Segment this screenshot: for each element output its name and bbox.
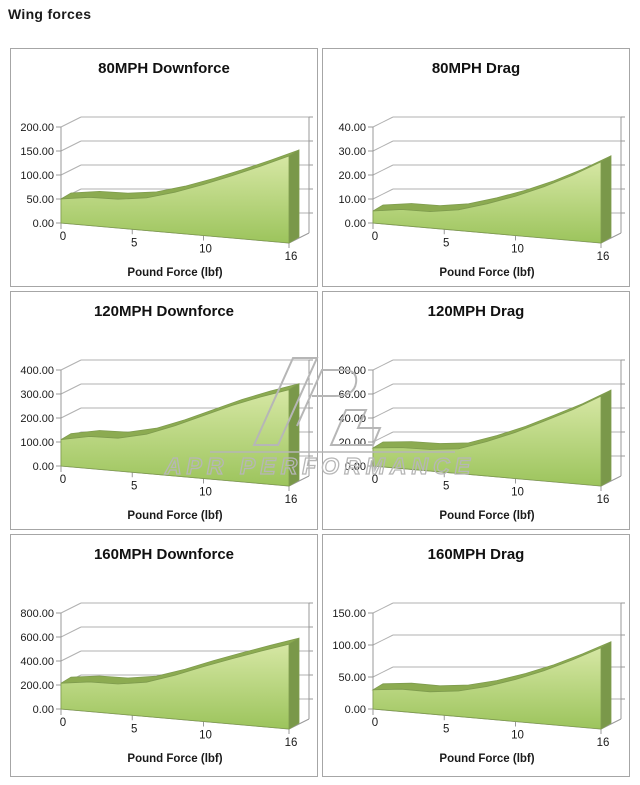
svg-text:10: 10 [199, 244, 212, 256]
svg-text:0.00: 0.00 [345, 704, 366, 716]
svg-text:5: 5 [443, 480, 449, 492]
svg-text:400.00: 400.00 [20, 365, 54, 377]
chart-title: 80MPH Drag [431, 60, 521, 77]
svg-text:20.00: 20.00 [338, 170, 366, 182]
svg-text:400.00: 400.00 [20, 656, 54, 668]
svg-text:100.00: 100.00 [332, 640, 366, 652]
svg-text:300.00: 300.00 [20, 389, 54, 401]
svg-text:80.00: 80.00 [338, 365, 366, 377]
svg-text:5: 5 [131, 480, 137, 492]
svg-text:10: 10 [199, 487, 212, 499]
svg-text:10: 10 [511, 487, 524, 499]
area-chart-80mph-downforce: 0.00 50.00 100.00 150.00 200.00 0 5 10 16 Pound F… [20, 116, 313, 279]
chart-title: 160MPH Drag [427, 546, 525, 563]
svg-text:150.00: 150.00 [20, 146, 54, 158]
svg-text:Pound Force (lbf): Pound Force (lbf) [439, 510, 534, 522]
chart-title: 120MPH Downforce [93, 303, 235, 320]
svg-text:0.00: 0.00 [33, 461, 54, 473]
svg-text:60.00: 60.00 [338, 389, 366, 401]
chart-panel-160mph-downforce: 160MPH Downforce 0.00 200.00 400.00 600.00 8… [10, 534, 318, 777]
svg-text:20.00: 20.00 [338, 437, 366, 449]
page-title: Wing forces [8, 6, 92, 22]
svg-text:5: 5 [443, 723, 449, 735]
chart-grid: 80MPH Downforce 0.00 50.00 100.00 150.00 200… [10, 48, 630, 777]
svg-text:800.00: 800.00 [20, 608, 54, 620]
chart-title: 120MPH Drag [427, 303, 525, 320]
svg-text:16: 16 [597, 737, 610, 749]
svg-text:50.00: 50.00 [26, 194, 54, 206]
svg-text:16: 16 [597, 494, 610, 506]
chart-title: 80MPH Downforce [98, 60, 230, 77]
chart-panel-80mph-downforce: 80MPH Downforce 0.00 50.00 100.00 150.00 200… [10, 48, 318, 287]
svg-text:16: 16 [285, 251, 298, 263]
svg-text:100.00: 100.00 [20, 170, 54, 182]
svg-text:0: 0 [60, 231, 66, 243]
area-chart-120mph-downforce: 0.00 100.00 200.00 300.00 400.00 0 5 10 16 Pound … [20, 359, 313, 522]
svg-text:200.00: 200.00 [20, 413, 54, 425]
svg-text:5: 5 [443, 237, 449, 249]
svg-text:16: 16 [597, 251, 610, 263]
svg-text:5: 5 [131, 723, 137, 735]
svg-text:600.00: 600.00 [20, 632, 54, 644]
svg-text:16: 16 [285, 494, 298, 506]
svg-text:16: 16 [285, 737, 298, 749]
svg-text:0: 0 [60, 474, 66, 486]
svg-text:0: 0 [372, 717, 378, 729]
svg-text:10.00: 10.00 [338, 194, 366, 206]
svg-text:0: 0 [60, 717, 66, 729]
area-chart-160mph-drag: 0.00 50.00 100.00 150.00 0 5 10 16 Pound Force (… [332, 602, 625, 765]
chart-panel-120mph-drag: 120MPH Drag 0.00 20.00 40.00 60.00 80.00 0 5 10… [322, 291, 630, 530]
svg-text:Pound Force (lbf): Pound Force (lbf) [127, 267, 222, 279]
svg-text:0.00: 0.00 [33, 704, 54, 716]
svg-text:0: 0 [372, 231, 378, 243]
svg-text:200.00: 200.00 [20, 680, 54, 692]
svg-text:0.00: 0.00 [345, 461, 366, 473]
svg-text:10: 10 [511, 730, 524, 742]
svg-text:100.00: 100.00 [20, 437, 54, 449]
svg-text:10: 10 [511, 244, 524, 256]
chart-panel-160mph-drag: 160MPH Drag 0.00 50.00 100.00 150.00 0 5 10 16 P… [322, 534, 630, 777]
svg-text:0: 0 [372, 474, 378, 486]
svg-text:Pound Force (lbf): Pound Force (lbf) [439, 267, 534, 279]
chart-panel-80mph-drag: 80MPH Drag 0.00 10.00 20.00 30.00 40.00 0 5 10 1… [322, 48, 630, 287]
svg-text:200.00: 200.00 [20, 122, 54, 134]
svg-text:Pound Force (lbf): Pound Force (lbf) [439, 753, 534, 765]
svg-text:0.00: 0.00 [345, 218, 366, 230]
svg-text:5: 5 [131, 237, 137, 249]
area-chart-120mph-drag: 0.00 20.00 40.00 60.00 80.00 0 5 10 16 Pound Forc… [338, 359, 625, 522]
svg-text:50.00: 50.00 [338, 672, 366, 684]
svg-text:40.00: 40.00 [338, 413, 366, 425]
area-chart-160mph-downforce: 0.00 200.00 400.00 600.00 800.00 0 5 10 16 Pound … [20, 602, 313, 765]
chart-title: 160MPH Downforce [93, 546, 235, 563]
svg-text:30.00: 30.00 [338, 146, 366, 158]
svg-text:10: 10 [199, 730, 212, 742]
svg-text:150.00: 150.00 [332, 608, 366, 620]
svg-text:0.00: 0.00 [33, 218, 54, 230]
chart-panel-120mph-downforce: 120MPH Downforce 0.00 100.00 200.00 300.00 4… [10, 291, 318, 530]
svg-text:Pound Force (lbf): Pound Force (lbf) [127, 753, 222, 765]
area-chart-80mph-drag: 0.00 10.00 20.00 30.00 40.00 0 5 10 16 Pound Forc… [338, 116, 625, 279]
svg-text:40.00: 40.00 [338, 122, 366, 134]
svg-text:Pound Force (lbf): Pound Force (lbf) [127, 510, 222, 522]
